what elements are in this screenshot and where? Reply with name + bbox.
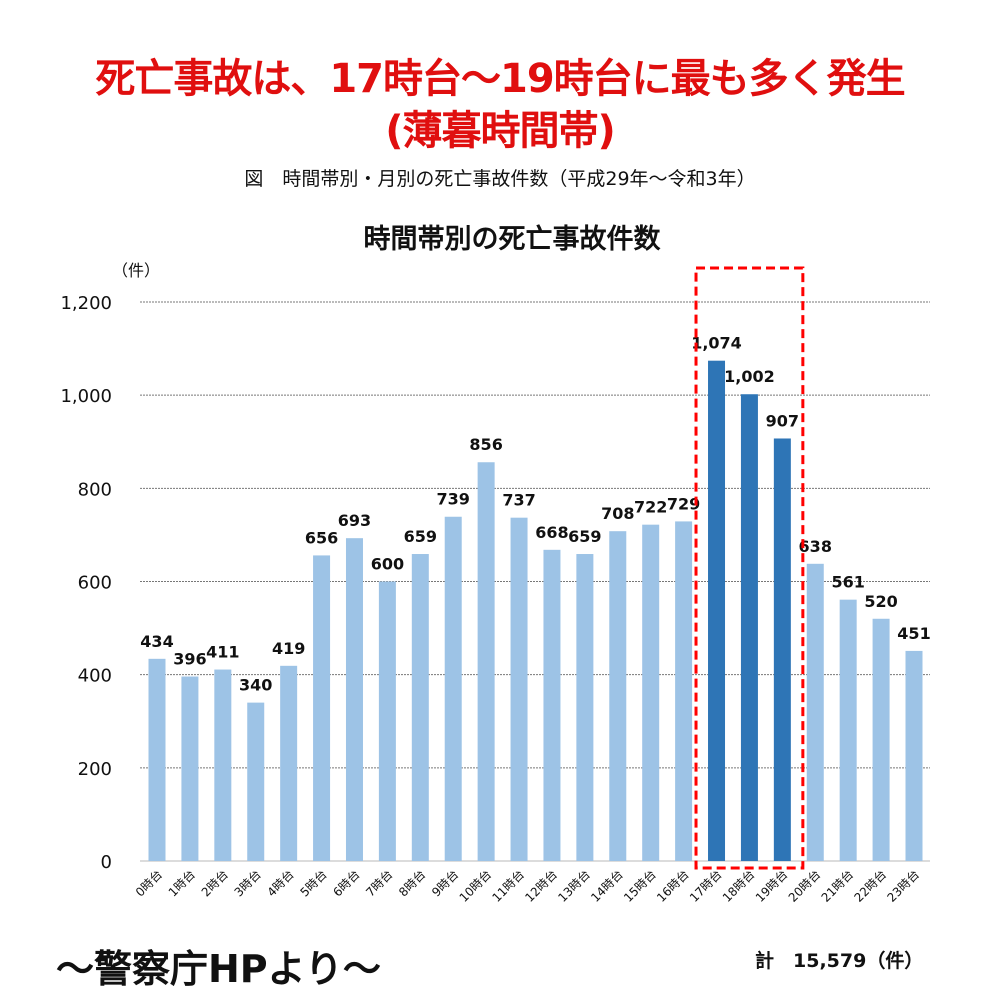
y-tick-label: 0 bbox=[101, 852, 112, 873]
data-label: 659 bbox=[404, 527, 437, 546]
x-tick-label: 5時台 bbox=[297, 867, 330, 900]
y-tick-label: 1,000 bbox=[60, 386, 112, 407]
bar-23時台 bbox=[905, 650, 923, 861]
bar-21時台 bbox=[839, 599, 857, 861]
data-label: 656 bbox=[305, 528, 338, 547]
bar-4時台 bbox=[280, 665, 298, 861]
x-tick-label: 6時台 bbox=[330, 867, 363, 900]
x-tick-label: 23時台 bbox=[884, 867, 922, 905]
source-note: 〜警察庁HPより〜 bbox=[56, 947, 381, 991]
data-label: 561 bbox=[831, 573, 864, 592]
x-tick-label: 18時台 bbox=[719, 867, 757, 905]
data-label: 708 bbox=[601, 504, 634, 523]
x-tick-label: 13時台 bbox=[555, 867, 593, 905]
x-tick-label: 21時台 bbox=[818, 867, 856, 905]
total-count: 計 15,579（件） bbox=[755, 950, 924, 972]
x-tick-label: 7時台 bbox=[363, 867, 396, 900]
bar-16時台 bbox=[675, 521, 693, 861]
data-label: 411 bbox=[206, 643, 239, 662]
x-tick-label: 8時台 bbox=[395, 867, 428, 900]
x-tick-label: 22時台 bbox=[851, 867, 889, 905]
headline-line-2: (薄暮時間帯) bbox=[385, 108, 616, 154]
bar-18時台 bbox=[740, 394, 758, 861]
data-label: 729 bbox=[667, 494, 700, 513]
data-label: 668 bbox=[535, 523, 568, 542]
bar-10時台 bbox=[477, 462, 495, 861]
x-tick-label: 19時台 bbox=[752, 867, 790, 905]
chart-title: 時間帯別の死亡事故件数 bbox=[364, 223, 662, 255]
y-tick-label: 600 bbox=[78, 573, 112, 594]
figure-caption: 図 時間帯別・月別の死亡事故件数（平成29年〜令和3年） bbox=[244, 168, 756, 190]
x-tick-label: 15時台 bbox=[620, 867, 658, 905]
x-tick-label: 11時台 bbox=[489, 867, 527, 905]
x-tick-label: 3時台 bbox=[231, 867, 264, 900]
y-tick-label: 1,200 bbox=[60, 293, 112, 314]
bar-20時台 bbox=[806, 563, 824, 861]
bar-7時台 bbox=[378, 581, 396, 861]
x-tick-label: 14時台 bbox=[588, 867, 626, 905]
data-label: 419 bbox=[272, 639, 305, 658]
x-tick-label: 1時台 bbox=[165, 867, 198, 900]
x-tick-label: 0時台 bbox=[132, 867, 165, 900]
data-label: 1,002 bbox=[724, 367, 775, 386]
data-label: 659 bbox=[568, 527, 601, 546]
bar-17時台 bbox=[708, 360, 726, 861]
bar-13時台 bbox=[576, 554, 594, 861]
data-label: 600 bbox=[371, 555, 404, 574]
y-axis-unit-label: （件） bbox=[112, 261, 160, 280]
data-label: 434 bbox=[140, 632, 173, 651]
bar-0時台 bbox=[148, 658, 166, 861]
bar-9時台 bbox=[444, 516, 462, 861]
bar-11時台 bbox=[510, 517, 528, 861]
y-tick-label: 800 bbox=[78, 479, 112, 500]
bar-3時台 bbox=[247, 702, 265, 861]
bar-14時台 bbox=[609, 531, 627, 861]
bar-5時台 bbox=[313, 555, 331, 861]
bar-12時台 bbox=[543, 549, 561, 861]
bar-19時台 bbox=[773, 438, 791, 861]
x-tick-label: 12時台 bbox=[522, 867, 560, 905]
bar-8時台 bbox=[411, 554, 429, 861]
x-tick-label: 2時台 bbox=[198, 867, 231, 900]
data-label: 907 bbox=[766, 411, 799, 430]
data-label: 451 bbox=[897, 624, 930, 643]
data-label: 739 bbox=[437, 490, 470, 509]
data-label: 1,074 bbox=[691, 334, 742, 353]
bar-1時台 bbox=[181, 676, 199, 861]
x-tick-label: 16時台 bbox=[653, 867, 691, 905]
x-tick-label: 4時台 bbox=[264, 867, 297, 900]
y-tick-label: 200 bbox=[78, 759, 112, 780]
bar-6時台 bbox=[345, 538, 363, 861]
data-label: 737 bbox=[502, 491, 535, 510]
data-label: 856 bbox=[469, 435, 502, 454]
x-tick-label: 10時台 bbox=[456, 867, 494, 905]
data-label: 340 bbox=[239, 676, 272, 695]
highlight-box bbox=[694, 266, 805, 870]
y-tick-label: 400 bbox=[78, 666, 112, 687]
data-label: 520 bbox=[864, 592, 897, 611]
bar-2時台 bbox=[214, 669, 232, 861]
x-tick-label: 20時台 bbox=[785, 867, 823, 905]
data-label: 722 bbox=[634, 498, 667, 517]
x-tick-label: 17時台 bbox=[686, 867, 724, 905]
bar-22時台 bbox=[872, 618, 890, 861]
data-label: 396 bbox=[173, 650, 206, 669]
headline-line-1: 死亡事故は、17時台〜19時台に最も多く発生 bbox=[95, 56, 905, 102]
data-label: 693 bbox=[338, 511, 371, 530]
data-label: 638 bbox=[799, 537, 832, 556]
bar-15時台 bbox=[642, 524, 660, 861]
